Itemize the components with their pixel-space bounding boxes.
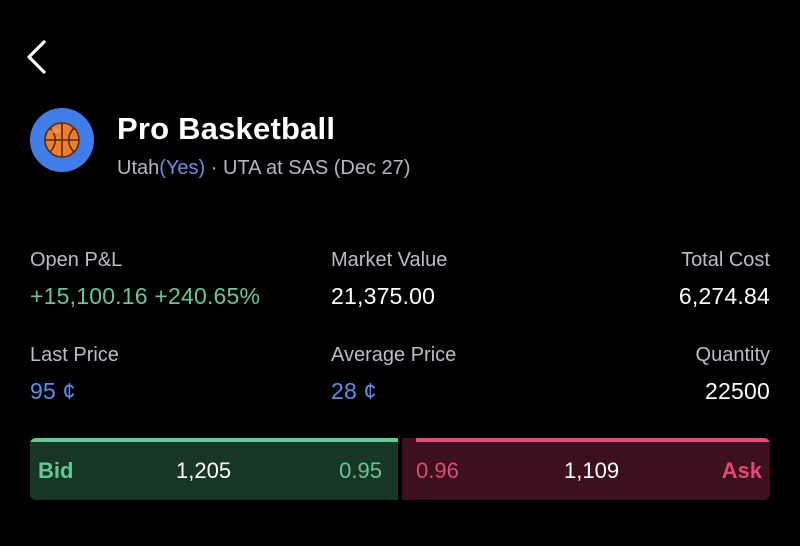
back-button[interactable] bbox=[20, 36, 56, 80]
subtitle-separator: · bbox=[205, 157, 223, 179]
bid-size: 1,205 bbox=[176, 458, 232, 483]
market-header: Pro Basketball Utah(Yes) · UTA at SAS (D… bbox=[30, 108, 410, 180]
last-price-value: 95 ¢ bbox=[30, 378, 76, 404]
open-pl-value: +15,100.16 +240.65% bbox=[30, 283, 261, 309]
average-price-stat: Average Price 28 ¢ bbox=[331, 343, 456, 405]
ask-price: 0.96 bbox=[416, 458, 459, 483]
open-pl-label: Open P&L bbox=[30, 249, 123, 271]
bid-label: Bid bbox=[38, 458, 74, 483]
bid-button[interactable]: Bid 1,205 0.95 bbox=[30, 438, 398, 500]
market-subtitle: Utah(Yes) · UTA at SAS (Dec 27) bbox=[117, 156, 410, 180]
last-price-label: Last Price bbox=[30, 344, 119, 366]
market-value-value: 21,375.00 bbox=[331, 283, 436, 309]
last-price-stat: Last Price 95 ¢ bbox=[30, 343, 119, 405]
average-price-label: Average Price bbox=[331, 344, 457, 366]
bid-depth-bar bbox=[30, 438, 398, 442]
avatar bbox=[30, 108, 94, 172]
basketball-icon bbox=[44, 122, 80, 158]
bid-price: 0.95 bbox=[339, 458, 382, 483]
total-cost-stat: Total Cost 6,274.84 bbox=[679, 248, 770, 310]
quantity-stat: Quantity 22500 bbox=[696, 343, 770, 405]
quantity-label: Quantity bbox=[695, 344, 770, 366]
team-name: Utah bbox=[117, 157, 160, 179]
page-title: Pro Basketball bbox=[117, 111, 336, 146]
quantity-value: 22500 bbox=[705, 378, 770, 404]
matchup-text: UTA at SAS (Dec 27) bbox=[222, 157, 411, 179]
market-value-label: Market Value bbox=[331, 249, 448, 271]
ask-button[interactable]: 0.96 1,109 Ask bbox=[402, 438, 770, 500]
orderbook-bar: Bid 1,205 0.95 0.96 1,109 Ask bbox=[30, 438, 770, 500]
market-value-stat: Market Value 21,375.00 bbox=[331, 248, 447, 310]
chevron-left-icon bbox=[27, 40, 46, 74]
total-cost-value: 6,274.84 bbox=[678, 283, 770, 309]
average-price-value: 28 ¢ bbox=[331, 378, 377, 404]
open-pl-stat: Open P&L +15,100.16 +240.65% bbox=[30, 248, 260, 310]
total-cost-label: Total Cost bbox=[681, 249, 770, 271]
ask-size: 1,109 bbox=[564, 458, 620, 483]
ask-label: Ask bbox=[721, 458, 762, 483]
position-side: (Yes) bbox=[159, 157, 206, 179]
ask-depth-bar bbox=[416, 438, 770, 442]
